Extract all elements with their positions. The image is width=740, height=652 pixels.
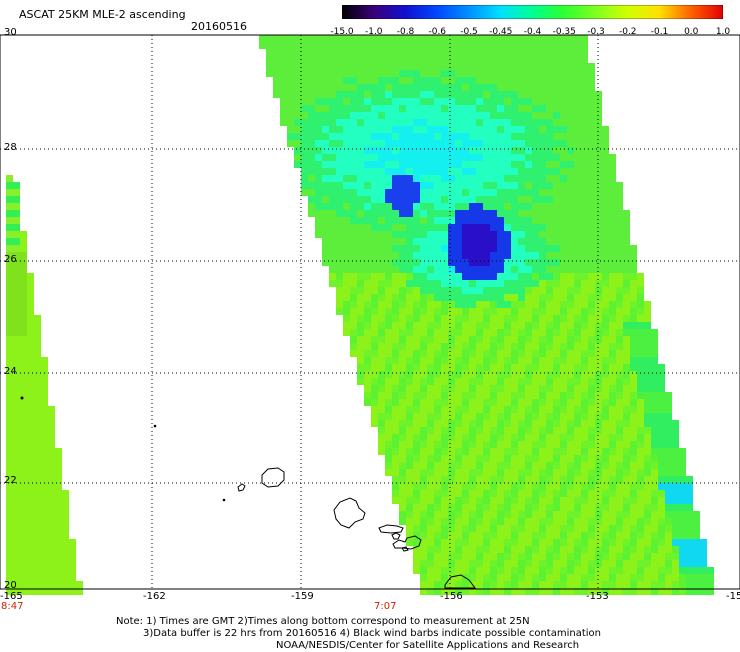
niihau-island-outline	[237, 483, 246, 492]
lanai-island-outline	[391, 532, 401, 540]
colorbar-tick-label: -0.3	[587, 27, 605, 37]
colorbar-tick-label: -0.2	[618, 27, 637, 37]
colorbar-tick-label: 1.0	[715, 27, 731, 37]
lat-tick-label: 30	[4, 27, 17, 38]
small-island-dot	[153, 424, 157, 428]
lon-tick-label: -162	[143, 591, 166, 602]
lon-tick-label: -15	[726, 591, 740, 602]
colorbar-tick-label: -1.0	[364, 27, 383, 37]
molokai-island-outline	[378, 524, 404, 534]
colorbar-tick-label: 0.0	[684, 27, 699, 37]
product-title: ASCAT 25KM MLE-2 ascending	[19, 8, 186, 21]
colorbar-tick-label: -0.5	[460, 27, 478, 37]
hawaii-island-outline	[444, 574, 476, 589]
lat-tick-label: 22	[4, 475, 17, 486]
footnote-line-2: 3)Data buffer is 22 hrs from 20160516 4)…	[143, 628, 601, 639]
colorbar-tick-label: -0.35	[552, 27, 576, 37]
lon-tick-label: -165	[0, 591, 23, 602]
pass-time-left: 8:47	[1, 601, 24, 612]
colorbar-tick-label: -0.1	[650, 27, 669, 37]
swath-data-layer	[6, 35, 714, 595]
colorbar-tick-label: -0.8	[396, 27, 415, 37]
footnote-line-3: NOAA/NESDIS/Center for Satellite Applica…	[276, 640, 580, 651]
kauai-island-outline	[261, 467, 285, 488]
colorbar-tick-label: -0.45	[489, 27, 513, 37]
colorbar-tick-label: -0.4	[523, 27, 542, 37]
small-island-dot	[20, 396, 24, 400]
lat-lon-grid	[0, 35, 740, 589]
map-frame	[0, 34, 740, 590]
hawaii-coastlines	[20, 396, 476, 589]
kahoolawe-island-outline	[401, 546, 409, 552]
lon-tick-label: -156	[440, 591, 463, 602]
maui-island-outline	[392, 535, 422, 550]
colorbar	[342, 5, 723, 19]
footnote-line-1: Note: 1) Times are GMT 2)Times along bot…	[116, 616, 530, 627]
lat-tick-label: 26	[4, 254, 17, 265]
lat-tick-label: 20	[4, 580, 17, 591]
colorbar-tick-label: -0.6	[428, 27, 447, 37]
lon-tick-label: -153	[586, 591, 609, 602]
small-island-dot	[222, 498, 226, 502]
colorbar-gradient	[342, 5, 723, 19]
colorbar-tick-label: -15.0	[330, 27, 354, 37]
product-date: 20160516	[191, 20, 247, 33]
lat-tick-label: 24	[4, 366, 17, 377]
lat-tick-label: 28	[4, 142, 17, 153]
oahu-island-outline	[333, 497, 366, 529]
lon-tick-label: -159	[291, 591, 314, 602]
pass-time-center: 7:07	[374, 601, 397, 612]
